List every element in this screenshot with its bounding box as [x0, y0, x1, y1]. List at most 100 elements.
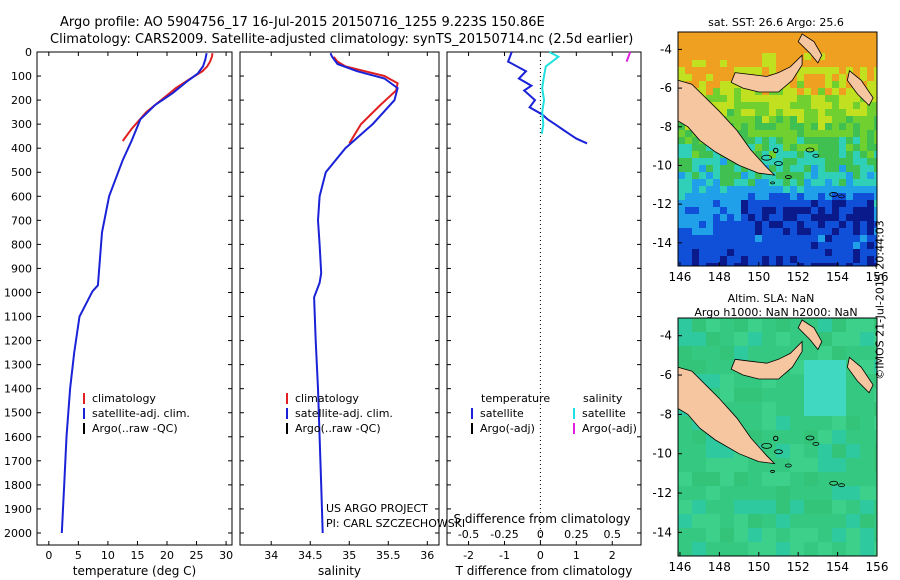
map-cell	[776, 193, 783, 200]
map-cell	[762, 318, 776, 332]
map-cell	[832, 214, 839, 221]
map-cell	[804, 200, 811, 207]
map-cell	[734, 500, 748, 514]
map-cell	[818, 32, 825, 39]
map-cell	[678, 130, 685, 137]
map-cell	[846, 486, 860, 500]
map-cell	[748, 221, 755, 228]
map-cell	[769, 214, 776, 221]
map-cell	[797, 116, 804, 123]
map-cell	[804, 221, 811, 228]
map-cell	[776, 53, 783, 60]
map-cell	[860, 486, 874, 500]
map-cell	[769, 256, 776, 263]
map-cell	[853, 186, 860, 193]
map-cell	[713, 235, 720, 242]
map-cell	[832, 32, 839, 39]
map-cell	[832, 102, 839, 109]
map-cell	[713, 46, 720, 53]
map-cell	[860, 102, 867, 109]
map-cell	[811, 137, 818, 144]
map-cell	[748, 193, 755, 200]
map-cell	[706, 228, 713, 235]
map-cell	[853, 214, 860, 221]
map-cell	[790, 151, 797, 158]
map-cell	[776, 256, 783, 263]
map-cell	[706, 39, 713, 46]
map-cell	[818, 360, 832, 374]
map-cell	[790, 472, 804, 486]
map-cell	[762, 346, 776, 360]
map-cell	[860, 444, 874, 458]
map-cell	[783, 144, 790, 151]
map-cell	[874, 67, 877, 74]
map-cell	[846, 53, 853, 60]
map-cell	[832, 542, 846, 556]
sst_map-landmass	[730, 54, 803, 93]
map-cell	[741, 95, 748, 102]
map-cell	[720, 53, 727, 60]
map-cell	[790, 486, 804, 500]
map-cell	[755, 116, 762, 123]
map-cell	[720, 207, 727, 214]
map-cell	[692, 528, 706, 542]
map-cell	[776, 214, 783, 221]
map-cell	[727, 53, 734, 60]
map-cell	[839, 53, 846, 60]
map-cell	[776, 151, 783, 158]
map-cell	[818, 263, 825, 266]
map-cell	[720, 458, 734, 472]
map-cell	[811, 235, 818, 242]
map-cell	[734, 32, 741, 39]
map-cell	[727, 95, 734, 102]
map-cell	[874, 39, 877, 46]
map-cell	[874, 179, 877, 186]
map-cell	[783, 193, 790, 200]
map-cell	[853, 144, 860, 151]
map-cell	[678, 228, 685, 235]
map-cell	[727, 46, 734, 53]
map-cell	[692, 214, 699, 221]
temperature-xtick-label: 25	[190, 549, 204, 562]
map-cell	[853, 151, 860, 158]
map-cell	[769, 263, 776, 266]
map-cell	[790, 402, 804, 416]
map-cell	[776, 235, 783, 242]
map-cell	[790, 458, 804, 472]
map-cell	[818, 172, 825, 179]
map-cell	[811, 32, 818, 39]
map-cell	[867, 60, 874, 67]
sst_map-island	[838, 194, 845, 199]
map-cell	[706, 318, 720, 332]
map-cell	[706, 46, 713, 53]
map-cell	[734, 256, 741, 263]
temperature-xtick-label: 10	[101, 549, 115, 562]
map-cell	[811, 172, 818, 179]
map-cell	[741, 179, 748, 186]
map-cell	[790, 46, 797, 53]
map-cell	[874, 416, 877, 430]
map-cell	[748, 179, 755, 186]
sst_map-ytick-label: -6	[660, 81, 672, 95]
map-cell	[839, 81, 846, 88]
map-cell	[727, 88, 734, 95]
map-cell	[776, 186, 783, 193]
depth-tick-label: 700	[11, 214, 32, 227]
map-cell	[720, 88, 727, 95]
map-cell	[720, 60, 727, 67]
map-cell	[755, 200, 762, 207]
map-cell	[706, 179, 713, 186]
map-cell	[699, 144, 706, 151]
map-cell	[860, 172, 867, 179]
map-cell	[741, 193, 748, 200]
map-cell	[832, 39, 839, 46]
map-cell	[762, 60, 769, 67]
map-cell	[727, 179, 734, 186]
map-cell	[818, 158, 825, 165]
map-cell	[853, 60, 860, 67]
map-cell	[776, 249, 783, 256]
sla_map-island	[774, 449, 783, 455]
map-cell	[734, 207, 741, 214]
map-cell	[804, 472, 818, 486]
